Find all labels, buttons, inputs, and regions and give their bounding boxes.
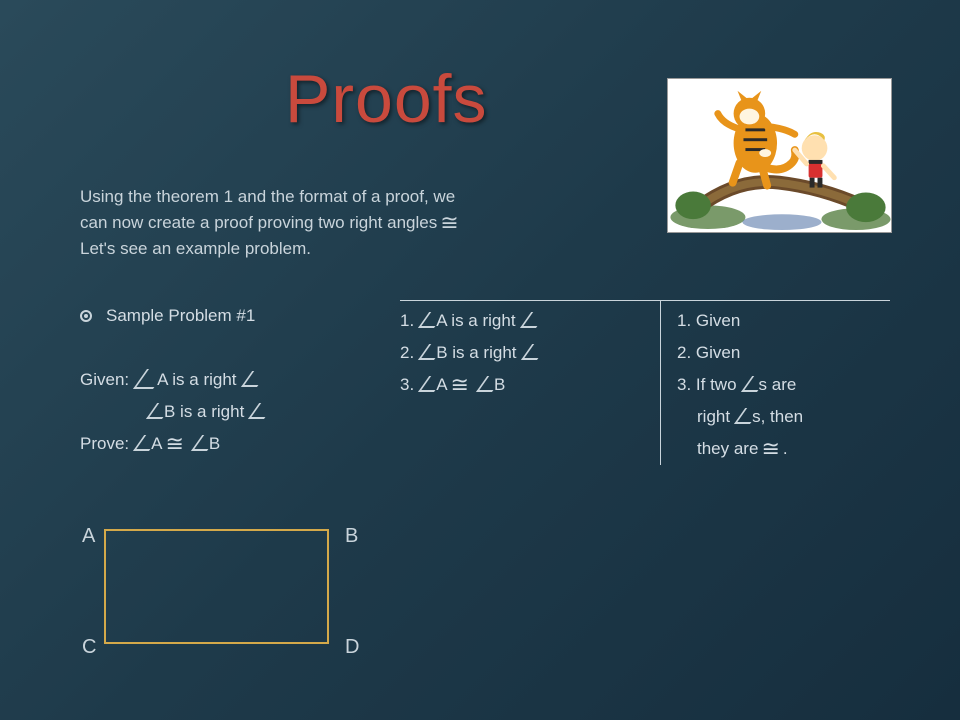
angle-icon bbox=[739, 376, 757, 394]
intro-line2: can now create a proof proving two right… bbox=[80, 210, 437, 236]
r5a: they are bbox=[697, 433, 758, 465]
s1-num: 1. bbox=[400, 305, 414, 337]
vertex-d: D bbox=[345, 636, 359, 659]
prove-label: Prove: bbox=[80, 428, 129, 460]
r3a: 3. If two bbox=[677, 369, 737, 401]
reason-3: 3. If two s are bbox=[677, 369, 890, 401]
angle-icon bbox=[474, 376, 492, 394]
statement-3: 3. A ≅ B bbox=[400, 369, 660, 401]
vertex-c: C bbox=[82, 636, 96, 659]
r4b: s, then bbox=[752, 401, 803, 433]
r3b: s are bbox=[759, 369, 797, 401]
angle-icon bbox=[416, 376, 434, 394]
vertex-b: B bbox=[345, 525, 358, 548]
bullet-icon bbox=[80, 310, 92, 322]
r4a: right bbox=[697, 401, 730, 433]
given-row-2: B is a right bbox=[80, 396, 400, 428]
congruent-icon: ≅ bbox=[440, 212, 458, 234]
given1-text: A is a right bbox=[157, 364, 236, 396]
angle-icon bbox=[131, 435, 149, 453]
given2-text: B is a right bbox=[164, 396, 244, 428]
r1-text: 1. Given bbox=[677, 305, 740, 337]
reasons-column: 1. Given 2. Given 3. If two s are right … bbox=[660, 300, 890, 465]
statements-column: 1. A is a right 2. B is a right 3. A ≅ B bbox=[400, 300, 660, 465]
statement-1: 1. A is a right bbox=[400, 305, 660, 337]
angle-icon bbox=[416, 344, 434, 362]
intro-line3: Let's see an example problem. bbox=[80, 236, 311, 262]
rectangle-diagram bbox=[104, 529, 329, 644]
angle-icon bbox=[189, 435, 207, 453]
angle-icon bbox=[131, 369, 155, 391]
vertex-a: A bbox=[82, 525, 95, 548]
s2-text: B is a right bbox=[436, 337, 516, 369]
given-label: Given: bbox=[80, 364, 129, 396]
left-column: Sample Problem #1 Given: A is a right B … bbox=[80, 300, 400, 465]
intro-line1: Using the theorem 1 and the format of a … bbox=[80, 184, 455, 210]
r2-text: 2. Given bbox=[677, 337, 740, 369]
reason-3b: right s, then bbox=[677, 401, 890, 433]
r5b: . bbox=[783, 433, 788, 465]
s3-num: 3. bbox=[400, 369, 414, 401]
sample-text: Sample Problem #1 bbox=[106, 300, 255, 332]
angle-icon bbox=[732, 408, 750, 426]
angle-icon bbox=[246, 403, 264, 421]
angle-icon bbox=[416, 312, 434, 330]
prove-row: Prove: A ≅ B bbox=[80, 428, 400, 460]
given-row-1: Given: A is a right bbox=[80, 364, 400, 396]
angle-icon bbox=[518, 312, 536, 330]
reason-2: 2. Given bbox=[677, 337, 890, 369]
congruent-icon: ≅ bbox=[451, 374, 469, 396]
intro-text: Using the theorem 1 and the format of a … bbox=[80, 184, 462, 262]
congruent-icon: ≅ bbox=[165, 433, 183, 455]
slide-title: Proofs bbox=[285, 60, 488, 138]
s2-num: 2. bbox=[400, 337, 414, 369]
statement-2: 2. B is a right bbox=[400, 337, 660, 369]
content-columns: Sample Problem #1 Given: A is a right B … bbox=[80, 300, 900, 465]
s1-text: A is a right bbox=[436, 305, 515, 337]
angle-icon bbox=[519, 344, 537, 362]
reason-3c: they are ≅ . bbox=[677, 433, 890, 465]
sample-problem-row: Sample Problem #1 bbox=[80, 300, 400, 332]
angle-icon bbox=[144, 403, 162, 421]
angle-icon bbox=[239, 371, 257, 389]
cartoon-image bbox=[667, 78, 892, 233]
reason-1: 1. Given bbox=[677, 305, 890, 337]
congruent-icon: ≅ bbox=[761, 438, 779, 460]
